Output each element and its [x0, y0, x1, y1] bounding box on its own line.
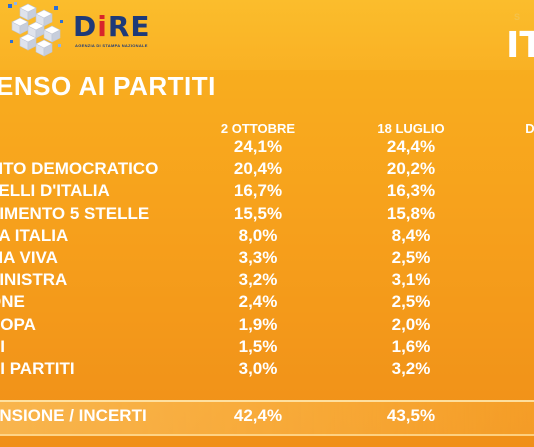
row-label: VIMENTO 5 STELLE — [0, 204, 150, 223]
row-value: 3,0% — [238, 359, 278, 378]
row-value: 2,5% — [391, 292, 431, 311]
column-header-third: D — [525, 121, 534, 136]
abstention-divider — [0, 434, 534, 436]
row-value: 1,6% — [391, 337, 431, 356]
row-value: 3,3% — [238, 248, 278, 267]
row-value: 1,9% — [238, 315, 278, 334]
row-value: 24,4% — [386, 137, 436, 156]
row-value: 15,5% — [233, 204, 283, 223]
row-label: ROPA — [0, 315, 36, 334]
row-value: 15,8% — [386, 204, 436, 223]
header-band — [0, 0, 534, 70]
abstention-value: 42,4% — [233, 406, 283, 425]
row-label: ONE — [0, 292, 25, 311]
row-value: 2,4% — [238, 292, 278, 311]
row-label: TELLI D'ITALIA — [0, 181, 110, 200]
row-value: 8,4% — [391, 226, 431, 245]
row-value: 2,5% — [391, 248, 431, 267]
brand-subtitle: AGENZIA DI STAMPA NAZIONALE — [75, 43, 148, 48]
row-label: DI — [0, 337, 5, 356]
row-value: 20,2% — [386, 159, 436, 178]
row-value: 3,1% — [391, 270, 431, 289]
corner-brand-text: IT — [506, 25, 534, 66]
row-value: 16,7% — [233, 181, 283, 200]
row-label: ZA ITALIA — [0, 226, 69, 245]
brand-logo-text: DiRE — [73, 10, 151, 43]
row-label: SINISTRA — [0, 270, 68, 289]
abstention-label: ENSIONE / INCERTI — [0, 406, 147, 425]
column-header-jul: 18 LUGLIO — [377, 121, 445, 136]
row-label: LIA VIVA — [0, 248, 58, 267]
row-value: 1,5% — [238, 337, 278, 356]
row-value: 2,0% — [391, 315, 431, 334]
row-value: 20,4% — [233, 159, 283, 178]
abstention-band — [0, 400, 534, 436]
column-header-oct: 2 OTTOBRE — [220, 121, 296, 136]
abstention-value: 43,5% — [386, 406, 436, 425]
row-value: 8,0% — [238, 226, 278, 245]
row-value: 24,1% — [233, 137, 283, 156]
row-label: RI PARTITI — [0, 359, 75, 378]
row-value: 16,3% — [386, 181, 436, 200]
row-value: 3,2% — [238, 270, 278, 289]
corner-small-text: S — [514, 12, 521, 22]
row-label: TITO DEMOCRATICO — [0, 159, 159, 178]
chart-title: ENSO AI PARTITI — [0, 71, 216, 101]
row-value: 3,2% — [391, 359, 431, 378]
cube-logo-icon — [8, 2, 63, 57]
